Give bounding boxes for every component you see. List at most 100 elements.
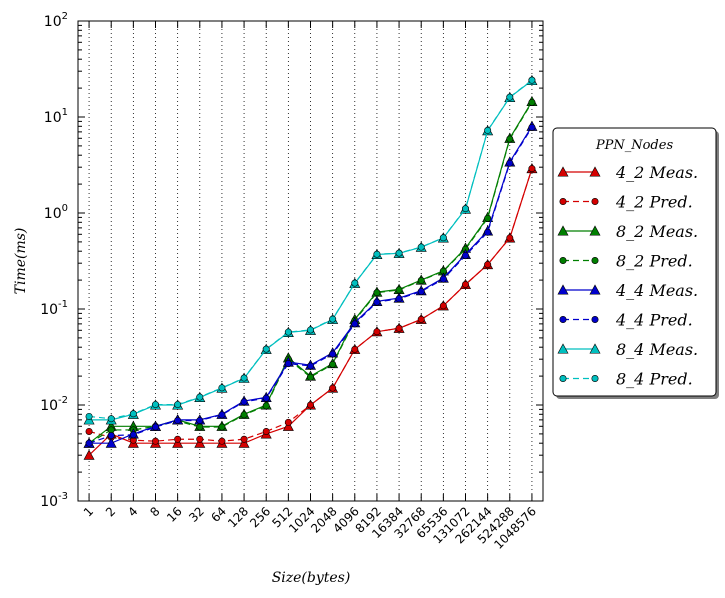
legend-entry: 4_4 Meas. bbox=[557, 281, 698, 300]
data-point bbox=[351, 279, 359, 287]
data-point bbox=[439, 275, 447, 283]
legend-marker bbox=[591, 198, 599, 206]
data-point bbox=[329, 315, 337, 323]
data-point bbox=[218, 423, 226, 431]
data-point bbox=[129, 410, 137, 418]
data-point bbox=[152, 401, 160, 409]
y-tick-exponent: 0 bbox=[62, 203, 68, 214]
y-tick-label: 101 bbox=[44, 107, 68, 126]
y-tick-label: 100 bbox=[44, 203, 68, 222]
data-series bbox=[83, 74, 538, 460]
data-point bbox=[196, 423, 204, 431]
data-point bbox=[484, 214, 492, 222]
data-point bbox=[152, 437, 160, 445]
data-point bbox=[262, 345, 270, 353]
data-point bbox=[528, 165, 536, 173]
data-point bbox=[262, 394, 270, 402]
data-point bbox=[174, 435, 182, 443]
data-point bbox=[107, 415, 115, 423]
legend-marker bbox=[557, 284, 569, 295]
data-point bbox=[484, 261, 492, 269]
data-point bbox=[373, 289, 381, 297]
data-point bbox=[329, 360, 337, 368]
data-point bbox=[417, 277, 425, 285]
legend-entry: 8_4 Meas. bbox=[557, 340, 698, 359]
legend-marker bbox=[589, 343, 601, 354]
y-tick-base: 10 bbox=[40, 494, 58, 510]
y-tick-label: 10-1 bbox=[40, 299, 68, 318]
legend-marker bbox=[591, 315, 599, 323]
data-point bbox=[506, 234, 514, 242]
data-point bbox=[284, 328, 292, 336]
data-point bbox=[395, 324, 403, 332]
legend-label: 8_2 Meas. bbox=[616, 222, 698, 241]
data-point bbox=[461, 252, 469, 260]
legend-marker bbox=[589, 166, 601, 177]
data-point bbox=[284, 418, 292, 426]
legend-label: 4_4 Meas. bbox=[615, 281, 698, 300]
data-point bbox=[105, 437, 117, 448]
data-point bbox=[282, 420, 294, 431]
y-tick-exponent: 1 bbox=[62, 107, 68, 118]
legend-marker bbox=[559, 374, 567, 382]
legend: PPN_Nodes 4_2 Meas. 4_2 Pred. 8_2 Meas. 8_2 … bbox=[552, 127, 719, 399]
legend-marker bbox=[559, 315, 567, 323]
legend-marker bbox=[589, 284, 601, 295]
legend-marker bbox=[557, 343, 569, 354]
y-tick-exponent: -2 bbox=[58, 395, 68, 406]
y-tick-exponent: -1 bbox=[58, 299, 68, 310]
series-4-4-pred- bbox=[85, 123, 536, 447]
data-point bbox=[196, 435, 204, 443]
data-point bbox=[395, 286, 403, 294]
legend-marker bbox=[591, 256, 599, 264]
series-4-2-pred- bbox=[85, 165, 536, 445]
x-axis-label: Size(bytes) bbox=[272, 570, 351, 586]
data-point bbox=[439, 234, 447, 242]
data-point bbox=[262, 402, 270, 410]
data-point bbox=[152, 423, 160, 431]
data-point bbox=[306, 373, 314, 381]
data-point bbox=[484, 126, 492, 134]
legend-marker bbox=[589, 225, 601, 236]
data-point bbox=[240, 374, 248, 382]
legend-marker bbox=[557, 166, 569, 177]
data-point bbox=[83, 449, 95, 460]
data-point bbox=[129, 431, 137, 439]
data-point bbox=[461, 205, 469, 213]
legend-marker bbox=[591, 374, 599, 382]
data-point bbox=[194, 437, 206, 448]
data-point bbox=[196, 393, 204, 401]
legend-entry: 4_2 Meas. bbox=[557, 163, 698, 182]
data-point bbox=[85, 439, 93, 447]
data-point bbox=[506, 135, 514, 143]
legend-marker bbox=[559, 198, 567, 206]
data-point bbox=[306, 401, 314, 409]
y-tick-base: 10 bbox=[44, 110, 62, 126]
legend-marker bbox=[559, 256, 567, 264]
data-point bbox=[174, 401, 182, 409]
data-point bbox=[351, 320, 359, 328]
data-point bbox=[329, 350, 337, 358]
data-point bbox=[506, 159, 514, 167]
data-point bbox=[240, 398, 248, 406]
data-point bbox=[528, 76, 536, 84]
data-point bbox=[172, 437, 184, 448]
y-tick-base: 10 bbox=[40, 398, 58, 414]
legend-label: 4_4 Pred. bbox=[615, 311, 693, 330]
data-point bbox=[461, 280, 469, 288]
legend-marker bbox=[557, 225, 569, 236]
data-point bbox=[484, 228, 492, 236]
y-tick-label: 102 bbox=[44, 11, 68, 30]
legend-entry: 4_4 Pred. bbox=[559, 311, 693, 330]
data-point bbox=[196, 416, 204, 424]
data-point bbox=[218, 411, 226, 419]
legend-entry: 8_2 Meas. bbox=[557, 222, 698, 241]
data-point bbox=[329, 384, 337, 392]
y-tick-exponent: 2 bbox=[62, 11, 68, 22]
data-point bbox=[395, 249, 403, 257]
data-point bbox=[85, 412, 93, 420]
data-point bbox=[218, 384, 226, 392]
data-point bbox=[351, 345, 359, 353]
